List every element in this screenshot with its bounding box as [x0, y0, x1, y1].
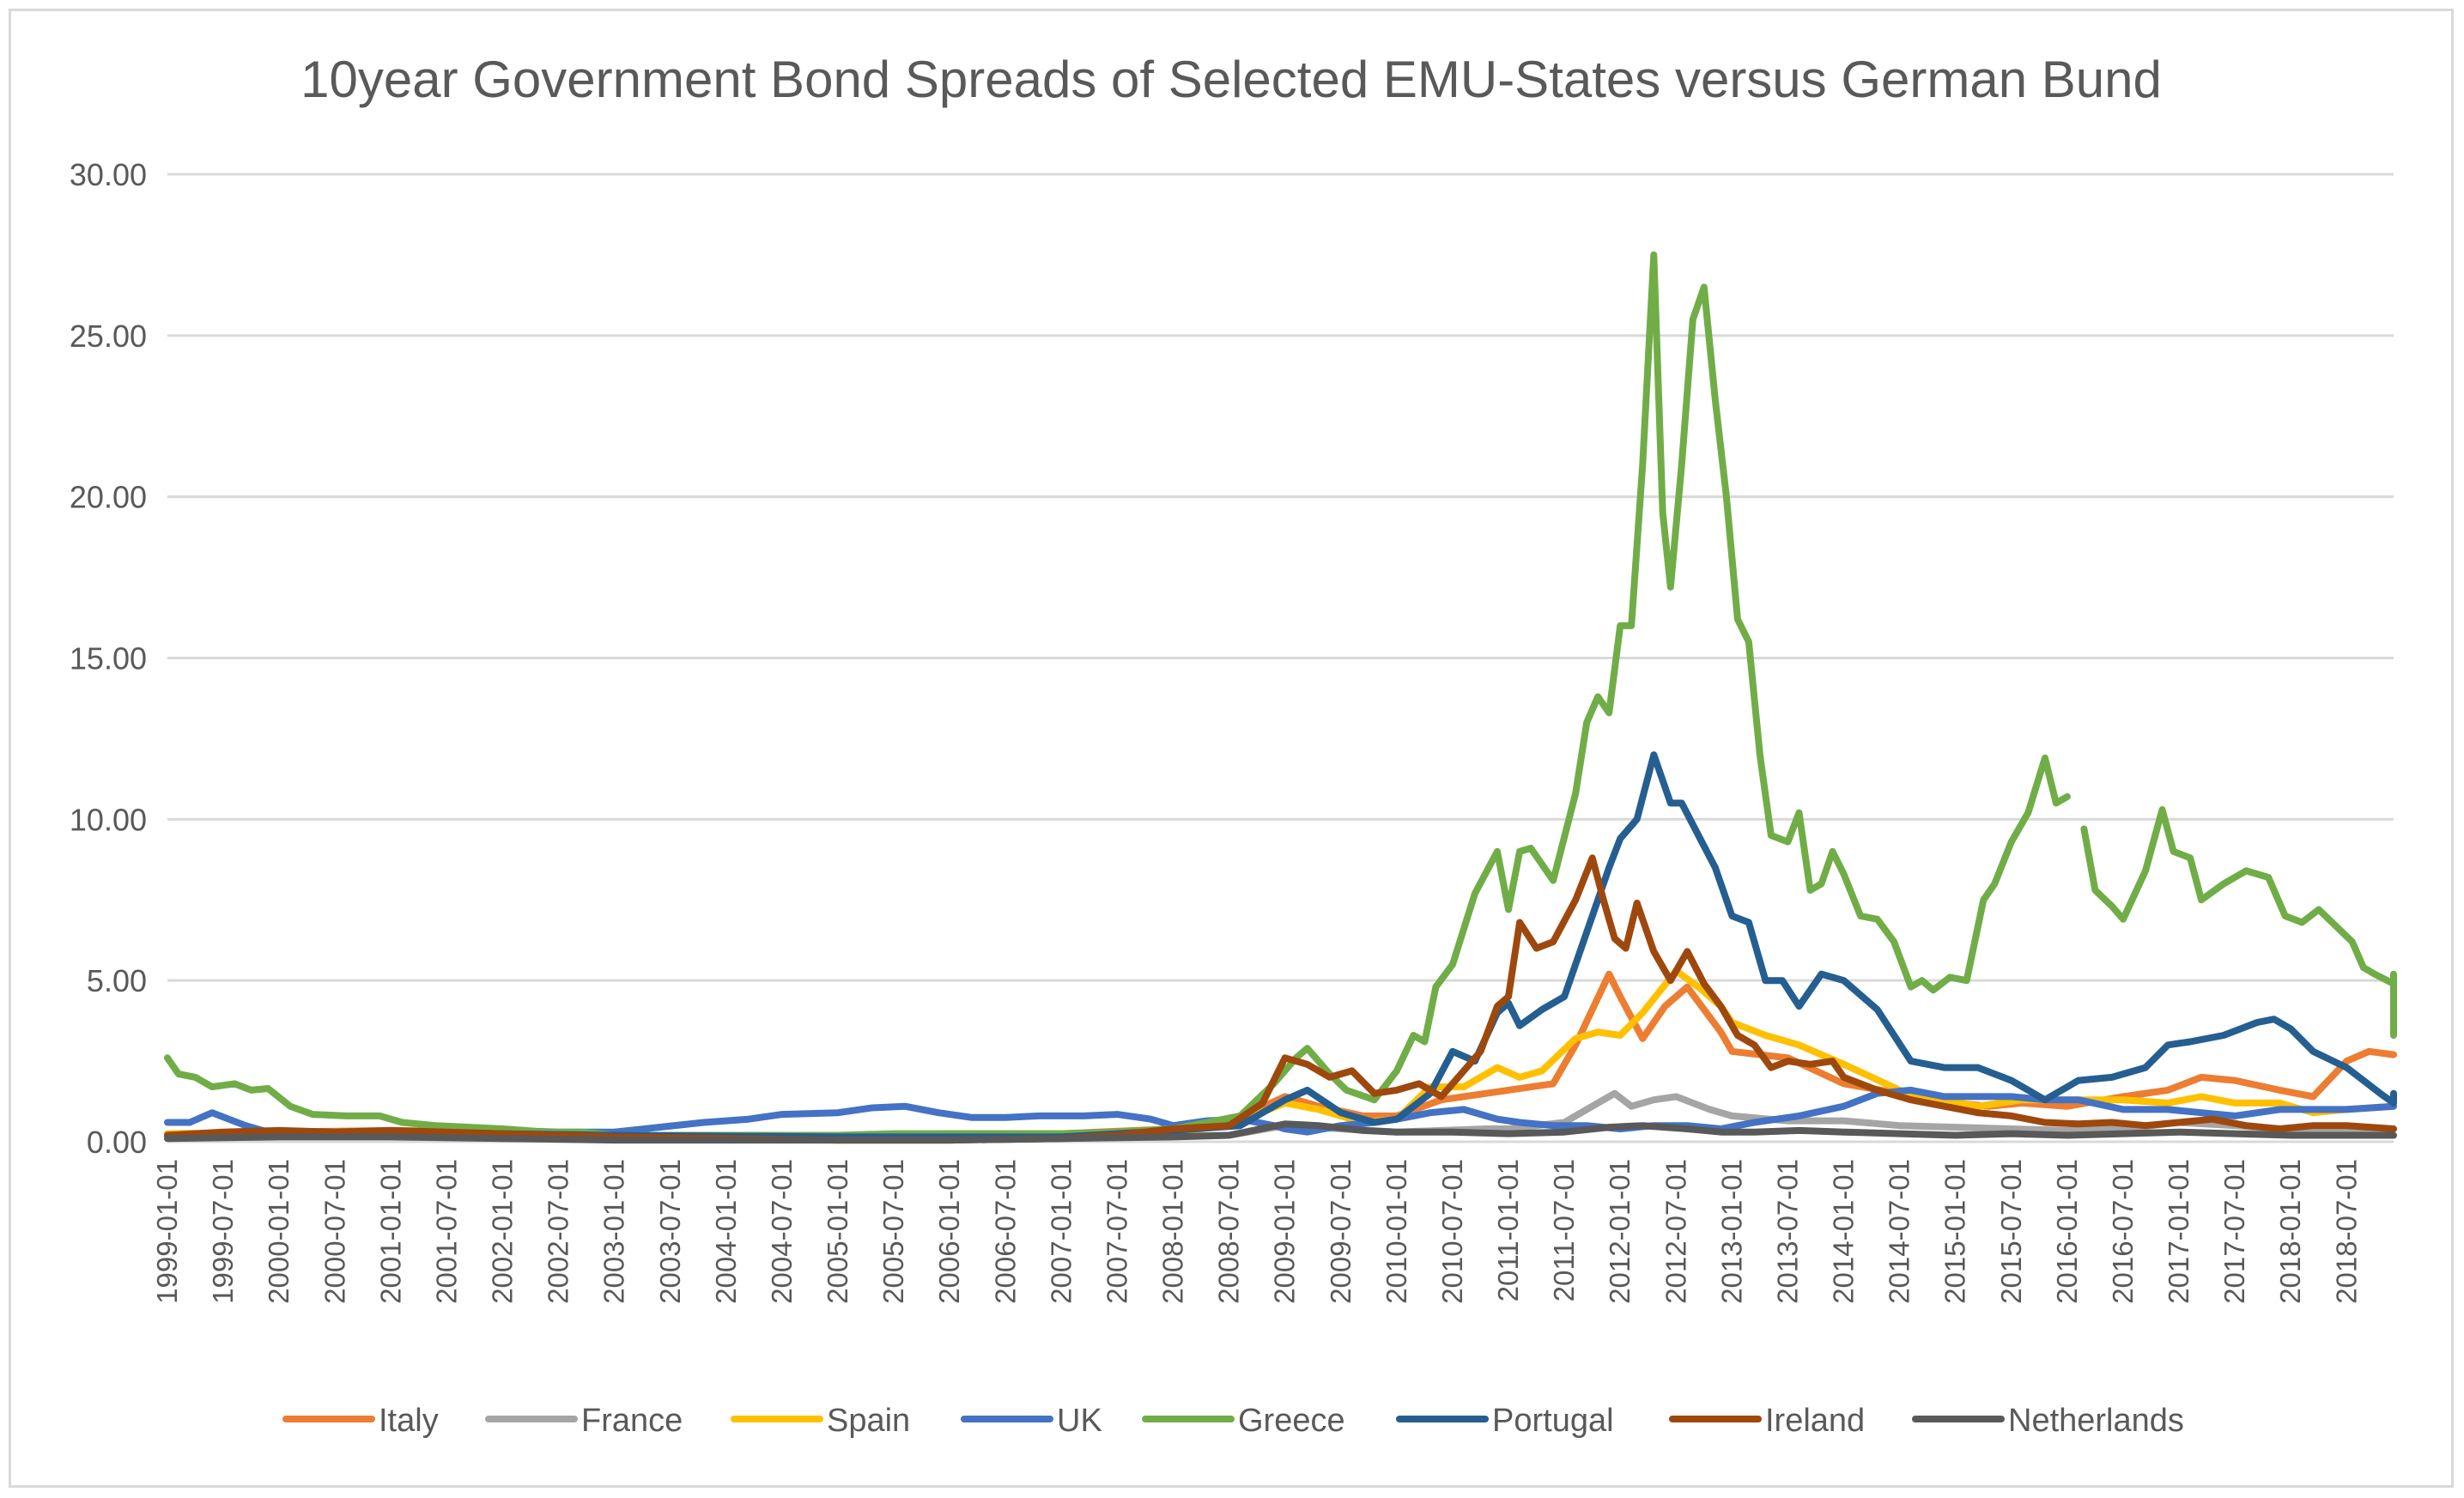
- x-tick-label: 2017-07-01: [2218, 1159, 2250, 1304]
- x-tick-label: 2003-01-01: [598, 1159, 630, 1304]
- x-tick-label: 2008-07-01: [1213, 1159, 1245, 1304]
- x-tick-label: 2017-01-01: [2163, 1159, 2194, 1304]
- gridlines: [167, 173, 2394, 1143]
- x-tick-label: 2010-07-01: [1436, 1159, 1468, 1304]
- legend-item-netherlands: Netherlands: [1912, 1403, 2184, 1439]
- x-tick-label: 2011-07-01: [1548, 1159, 1580, 1301]
- x-tick-label: 2006-01-01: [933, 1159, 965, 1304]
- y-tick-label: 25.00: [70, 318, 147, 354]
- x-tick-label: 2012-07-01: [1660, 1159, 1691, 1304]
- legend-label-ireland: Ireland: [1765, 1403, 1865, 1439]
- bond-spread-line-chart: 10year Government Bond Spreads of Select…: [70, 51, 2397, 1439]
- x-tick-label: 2005-01-01: [822, 1159, 853, 1304]
- series-line-greece: [2080, 806, 2397, 1039]
- series-line-netherlands: [164, 1120, 2397, 1144]
- x-tick-label: 2006-07-01: [989, 1159, 1021, 1304]
- legend-item-france: France: [485, 1403, 683, 1439]
- x-tick-label: 2014-07-01: [1884, 1159, 1915, 1304]
- x-tick-label: 2001-07-01: [430, 1159, 462, 1304]
- x-tick-label: 2010-01-01: [1381, 1159, 1412, 1304]
- series-line-greece: [164, 251, 2071, 1139]
- legend-label-spain: Spain: [827, 1403, 910, 1439]
- x-tick-label: 2016-01-01: [2051, 1159, 2083, 1304]
- y-tick-label: 0.00: [87, 1125, 147, 1160]
- x-tick-label: 2013-01-01: [1715, 1159, 1747, 1304]
- x-axis-ticks: 1999-01-01 1999-07-01 2000-01-01 2000-07-01…: [151, 1159, 2362, 1304]
- y-tick-label: 10.00: [70, 802, 147, 837]
- legend-label-greece: Greece: [1238, 1403, 1345, 1439]
- legend-label-uk: UK: [1057, 1403, 1102, 1439]
- y-tick-label: 20.00: [70, 480, 147, 515]
- y-tick-label: 30.00: [70, 157, 147, 192]
- x-tick-label: 2000-01-01: [263, 1159, 294, 1304]
- x-tick-label: 2018-01-01: [2274, 1159, 2306, 1304]
- x-tick-label: 2018-07-01: [2330, 1159, 2362, 1304]
- y-axis-ticks: 0.00 5.00 10.00 15.00 20.00 25.00 30.00: [70, 157, 147, 1160]
- series-line-portugal: [164, 751, 2397, 1141]
- legend-item-spain: Spain: [731, 1403, 910, 1439]
- legend-item-uk: UK: [961, 1403, 1102, 1439]
- x-tick-label: 2011-01-01: [1492, 1159, 1524, 1301]
- series-line-spain: [164, 967, 2397, 1144]
- chart-frame: 10year Government Bond Spreads of Select…: [9, 9, 2454, 1488]
- x-tick-label: 2016-07-01: [2107, 1159, 2139, 1304]
- x-tick-label: 2015-01-01: [1939, 1159, 1971, 1304]
- legend-item-greece: Greece: [1142, 1403, 1345, 1439]
- x-tick-label: 1999-01-01: [151, 1159, 183, 1304]
- x-tick-label: 2013-07-01: [1771, 1159, 1803, 1304]
- x-tick-label: 2007-07-01: [1101, 1159, 1132, 1304]
- y-tick-label: 5.00: [87, 963, 147, 998]
- x-tick-label: 2005-07-01: [877, 1159, 909, 1304]
- x-tick-label: 2001-01-01: [374, 1159, 406, 1304]
- series-line-italy: [164, 970, 2397, 1141]
- y-tick-label: 15.00: [70, 641, 147, 676]
- x-tick-label: 2004-07-01: [766, 1159, 798, 1304]
- x-tick-label: 2007-01-01: [1045, 1159, 1077, 1304]
- x-tick-label: 1999-07-01: [207, 1159, 239, 1304]
- x-tick-label: 2008-01-01: [1157, 1159, 1189, 1304]
- x-tick-label: 2012-01-01: [1604, 1159, 1636, 1304]
- x-tick-label: 2002-07-01: [543, 1159, 574, 1304]
- x-tick-label: 2015-07-01: [1995, 1159, 2027, 1304]
- legend-item-ireland: Ireland: [1669, 1403, 1865, 1439]
- legend-label-italy: Italy: [379, 1403, 439, 1439]
- x-tick-label: 2002-01-01: [487, 1159, 519, 1304]
- x-tick-label: 2000-07-01: [319, 1159, 350, 1304]
- legend-label-portugal: Portugal: [1492, 1403, 1614, 1439]
- series-lines: [164, 251, 2397, 1144]
- legend-item-portugal: Portugal: [1396, 1403, 1614, 1439]
- legend: Italy France Spain UK Greece Portugal Ireland N…: [282, 1403, 2184, 1439]
- chart-title: 10year Government Bond Spreads of Select…: [300, 51, 2162, 108]
- x-tick-label: 2009-01-01: [1269, 1159, 1301, 1304]
- x-tick-label: 2014-01-01: [1828, 1159, 1860, 1304]
- legend-label-netherlands: Netherlands: [2008, 1403, 2184, 1439]
- legend-label-france: France: [581, 1403, 683, 1439]
- x-tick-label: 2009-07-01: [1325, 1159, 1356, 1304]
- x-tick-label: 2004-01-01: [710, 1159, 742, 1304]
- legend-item-italy: Italy: [282, 1403, 439, 1439]
- x-tick-label: 2003-07-01: [654, 1159, 686, 1304]
